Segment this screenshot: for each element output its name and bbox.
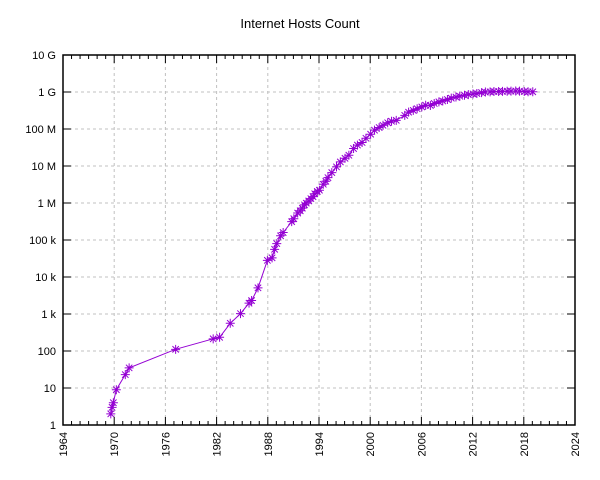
- y-tick-label: 1: [50, 420, 56, 432]
- x-tick-label: 2024: [570, 432, 582, 456]
- x-tick-label: 2012: [468, 432, 480, 456]
- x-tick-label: 1970: [109, 432, 121, 456]
- y-tick-label: 100 M: [25, 124, 56, 136]
- x-tick-label: 2006: [416, 432, 428, 456]
- y-tick-label: 100 k: [29, 235, 56, 247]
- data-line: [110, 90, 533, 414]
- data-points: [106, 86, 538, 419]
- y-tick-label: 10: [44, 383, 56, 395]
- x-tick-label: 1982: [212, 432, 224, 456]
- x-tick-label: 2000: [365, 432, 377, 456]
- y-tick-label: 10 M: [32, 161, 56, 173]
- y-tick-label: 100: [38, 346, 56, 358]
- x-tick-label: 2018: [519, 432, 531, 456]
- y-tick-label: 1 k: [41, 309, 56, 321]
- x-tick-label: 1994: [314, 432, 326, 456]
- y-tick-label: 10 k: [35, 272, 56, 284]
- grid-lines: [63, 55, 575, 425]
- x-tick-label: 1988: [263, 432, 275, 456]
- plot-frame: [62, 54, 576, 426]
- y-tick-label: 10 G: [32, 50, 56, 62]
- y-tick-label: 1 M: [38, 198, 56, 210]
- y-tick-label: 1 G: [38, 87, 56, 99]
- x-tick-label: 1964: [58, 432, 70, 456]
- x-tick-label: 1976: [160, 432, 172, 456]
- chart-title: Internet Hosts Count: [240, 16, 360, 31]
